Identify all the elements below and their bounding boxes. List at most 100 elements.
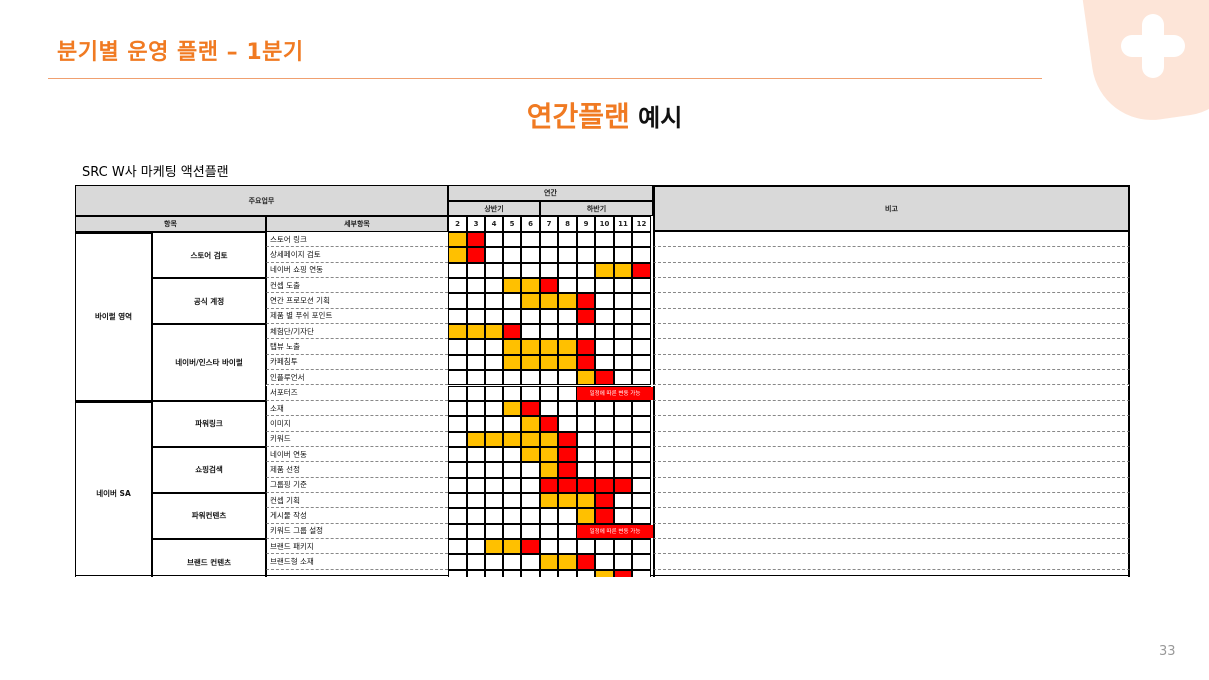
gantt-cell xyxy=(503,539,521,555)
gantt-cell xyxy=(595,262,614,279)
gantt-cell xyxy=(632,278,651,294)
gantt-cell xyxy=(614,508,632,524)
gantt-cell xyxy=(521,462,540,478)
group-cell: 스토어 검토 xyxy=(152,232,266,279)
gantt-cell xyxy=(485,400,503,417)
gantt-cell xyxy=(577,446,595,463)
gantt-cell xyxy=(540,293,558,309)
header-month: 3 xyxy=(467,216,485,232)
gantt-cell xyxy=(448,324,467,340)
gantt-cell xyxy=(485,324,503,340)
gantt-cell xyxy=(577,293,595,309)
gantt-cell xyxy=(558,431,577,447)
gantt-cell xyxy=(614,370,632,386)
gantt-cell xyxy=(577,539,595,555)
gantt-cell xyxy=(540,385,558,401)
gantt-cell xyxy=(595,462,614,478)
gantt-cell xyxy=(595,416,614,432)
gantt-cell xyxy=(540,508,558,524)
gantt-cell xyxy=(485,232,503,248)
gantt-cell xyxy=(503,339,521,355)
remarks-cell xyxy=(653,462,1130,478)
header-month: 9 xyxy=(577,216,595,232)
gantt-cell xyxy=(503,569,521,577)
gantt-cell xyxy=(632,554,651,570)
gantt-cell xyxy=(632,354,651,371)
group-cell: 쇼핑검색 xyxy=(152,446,266,493)
subcategory-cell: 키워드 그룹 설정 xyxy=(266,523,448,539)
gantt-cell xyxy=(448,462,467,478)
gantt-cell xyxy=(467,400,485,417)
gantt-cell xyxy=(485,416,503,432)
gantt-cell xyxy=(614,354,632,371)
gantt-cell xyxy=(577,308,595,325)
group-cell: 공식 계정 xyxy=(152,278,266,325)
subcategory-cell: 탭뷰 노출 xyxy=(266,339,448,355)
gantt-cell xyxy=(485,247,503,263)
gantt-cell xyxy=(485,554,503,570)
header-month: 10 xyxy=(595,216,614,232)
subcategory-cell: 체험단/기자단 xyxy=(266,324,448,340)
gantt-cell xyxy=(503,354,521,371)
gantt-cell xyxy=(521,416,540,432)
gantt-cell xyxy=(632,339,651,355)
gantt-cell xyxy=(577,339,595,355)
gantt-cell xyxy=(503,278,521,294)
gantt-cell xyxy=(467,523,485,539)
remarks-cell xyxy=(653,539,1130,555)
subcategory-cell: 서포터즈 xyxy=(266,385,448,401)
gantt-cell xyxy=(558,492,577,509)
gantt-cell xyxy=(503,554,521,570)
gantt-cell xyxy=(614,324,632,340)
gantt-cell xyxy=(595,293,614,309)
gantt-cell xyxy=(485,308,503,325)
gantt-cell xyxy=(540,492,558,509)
gantt-cell xyxy=(558,508,577,524)
action-plan-table: 주요업무 연간 상반기 하반기 비고 항목 세부항목 2 3 4 5 6 7 8 9 10 11 12 스토어 링크… xyxy=(75,185,1131,577)
gantt-cell xyxy=(521,569,540,577)
gantt-cell xyxy=(595,431,614,447)
gantt-cell xyxy=(632,446,651,463)
gantt-cell xyxy=(540,339,558,355)
gantt-cell xyxy=(448,370,467,386)
gantt-cell xyxy=(540,462,558,478)
remarks-cell xyxy=(653,477,1130,493)
heading-rest: 예시 xyxy=(629,104,683,132)
header-subcategory: 세부항목 xyxy=(266,216,448,232)
gantt-cell xyxy=(540,232,558,248)
gantt-cell xyxy=(632,539,651,555)
subcategory-cell: 제품 별 푸쉬 포인트 xyxy=(266,308,448,325)
gantt-cell xyxy=(521,370,540,386)
gantt-cell xyxy=(614,247,632,263)
header-month: 2 xyxy=(448,216,467,232)
gantt-cell xyxy=(558,416,577,432)
remarks-cell xyxy=(653,354,1130,371)
gantt-cell xyxy=(632,262,651,279)
gantt-cell xyxy=(577,278,595,294)
gantt-cell xyxy=(448,554,467,570)
gantt-cell xyxy=(448,308,467,325)
header-remarks: 비고 xyxy=(653,185,1130,232)
gantt-cell xyxy=(614,278,632,294)
subcategory-cell: 스토어 링크 xyxy=(266,232,448,248)
gantt-cell xyxy=(614,477,632,493)
remarks-cell xyxy=(653,569,1130,577)
gantt-cell xyxy=(467,262,485,279)
gantt-cell xyxy=(595,569,614,577)
gantt-cell xyxy=(540,446,558,463)
subcategory-cell xyxy=(266,569,448,577)
heading-highlight: 연간플랜 xyxy=(526,100,630,133)
gantt-cell xyxy=(614,539,632,555)
gantt-cell xyxy=(467,293,485,309)
gantt-cell xyxy=(521,339,540,355)
gantt-cell xyxy=(485,492,503,509)
gantt-cell xyxy=(595,554,614,570)
gantt-cell xyxy=(558,324,577,340)
gantt-cell xyxy=(595,370,614,386)
gantt-cell xyxy=(595,539,614,555)
gantt-cell xyxy=(485,462,503,478)
gantt-cell xyxy=(558,354,577,371)
gantt-cell xyxy=(448,339,467,355)
gantt-cell xyxy=(503,446,521,463)
gantt-cell xyxy=(521,477,540,493)
